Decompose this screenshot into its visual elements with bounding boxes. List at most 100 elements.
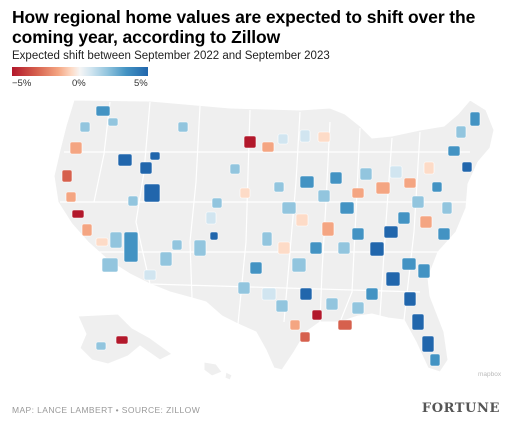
metro-region [437, 227, 451, 241]
metro-region [193, 239, 207, 257]
metro-region [351, 227, 365, 241]
metro-region [299, 175, 315, 189]
metro-region [117, 153, 133, 167]
metro-region [299, 287, 313, 301]
metro-region [351, 301, 365, 315]
page-title: How regional home values are expected to… [12, 7, 476, 47]
metro-region [403, 291, 417, 307]
metro-region [385, 271, 401, 287]
metro-region [299, 331, 311, 343]
metro-region [149, 151, 161, 161]
metro-region [243, 135, 257, 149]
metro-region [339, 201, 355, 215]
metro-region [397, 211, 411, 225]
metro-region [101, 257, 119, 273]
metro-region [261, 287, 277, 301]
metro-region [365, 287, 379, 301]
metro-region [209, 231, 219, 241]
metro-region [411, 195, 425, 209]
metro-region [249, 261, 263, 275]
us-map: mapbox [0, 92, 512, 392]
state-borders [60, 101, 470, 325]
metro-region [441, 201, 453, 215]
metro-region [143, 183, 161, 203]
metro-region [369, 241, 385, 257]
map-svg: mapbox [53, 99, 502, 381]
metro-region [423, 161, 435, 175]
metro-region [107, 117, 119, 127]
metro-region [299, 129, 311, 143]
metro-region [237, 281, 251, 295]
metro-region [431, 181, 443, 193]
metro-region [143, 269, 157, 281]
metro-region [261, 141, 275, 153]
metro-region [275, 299, 289, 313]
metro-region [95, 105, 111, 117]
metro-region [127, 195, 139, 207]
legend-max-label: 5% [134, 78, 148, 89]
metro-region [337, 319, 353, 331]
metro-region [417, 263, 431, 279]
metro-region [171, 239, 183, 251]
metro-region [329, 171, 343, 185]
metro-region [139, 161, 153, 175]
metro-region [389, 165, 403, 179]
metro-region [295, 213, 309, 227]
legend-mid-label: 0% [72, 78, 86, 89]
map-credit: MAP: LANCE LAMBERT • SOURCE: ZILLOW [12, 405, 201, 415]
metro-region [115, 335, 129, 345]
metro-region [337, 241, 351, 255]
metro-region [69, 141, 83, 155]
metro-region [311, 309, 323, 321]
metro-region [447, 145, 461, 157]
metro-region [411, 313, 425, 331]
metro-region [109, 231, 123, 249]
metro-region [309, 241, 323, 255]
color-legend: −5% 0% 5% [12, 67, 148, 91]
legend-min-label: −5% [12, 78, 32, 89]
metro-region [429, 353, 441, 367]
metro-region [159, 251, 173, 267]
legend-gradient-bar [12, 67, 148, 76]
metro-region [123, 231, 139, 263]
metro-region [419, 215, 433, 229]
metro-region [239, 187, 251, 199]
metro-region [211, 197, 223, 209]
metro-region [421, 335, 435, 353]
metro-region [317, 189, 331, 203]
metro-region [455, 125, 467, 139]
subtitle: Expected shift between September 2022 an… [12, 50, 330, 62]
metro-region [321, 221, 335, 237]
metro-region [95, 341, 107, 351]
metro-region [229, 163, 241, 175]
metro-region [375, 181, 391, 195]
metro-region [273, 181, 285, 193]
metro-region [71, 209, 85, 219]
metro-region [261, 231, 273, 247]
metro-region [61, 169, 73, 183]
map-region-layer [61, 105, 481, 367]
metro-region [81, 223, 93, 237]
metro-region [277, 133, 289, 145]
metro-region [469, 111, 481, 127]
metro-region [403, 177, 417, 189]
metro-region [317, 131, 331, 143]
metro-region [291, 257, 307, 273]
map-attribution: mapbox [478, 371, 502, 378]
metro-region [325, 297, 339, 311]
metro-region [281, 201, 297, 215]
metro-region [461, 161, 473, 173]
hawaii-landmass [203, 361, 233, 381]
fortune-logo: FORTUNE [421, 401, 500, 416]
metro-region [359, 167, 373, 181]
metro-region [79, 121, 91, 133]
metro-region [383, 225, 399, 239]
metro-region [401, 257, 417, 271]
metro-region [177, 121, 189, 133]
metro-region [205, 211, 217, 225]
metro-region [277, 241, 291, 255]
metro-region [289, 319, 301, 331]
metro-region [95, 237, 109, 247]
metro-region [351, 187, 365, 199]
